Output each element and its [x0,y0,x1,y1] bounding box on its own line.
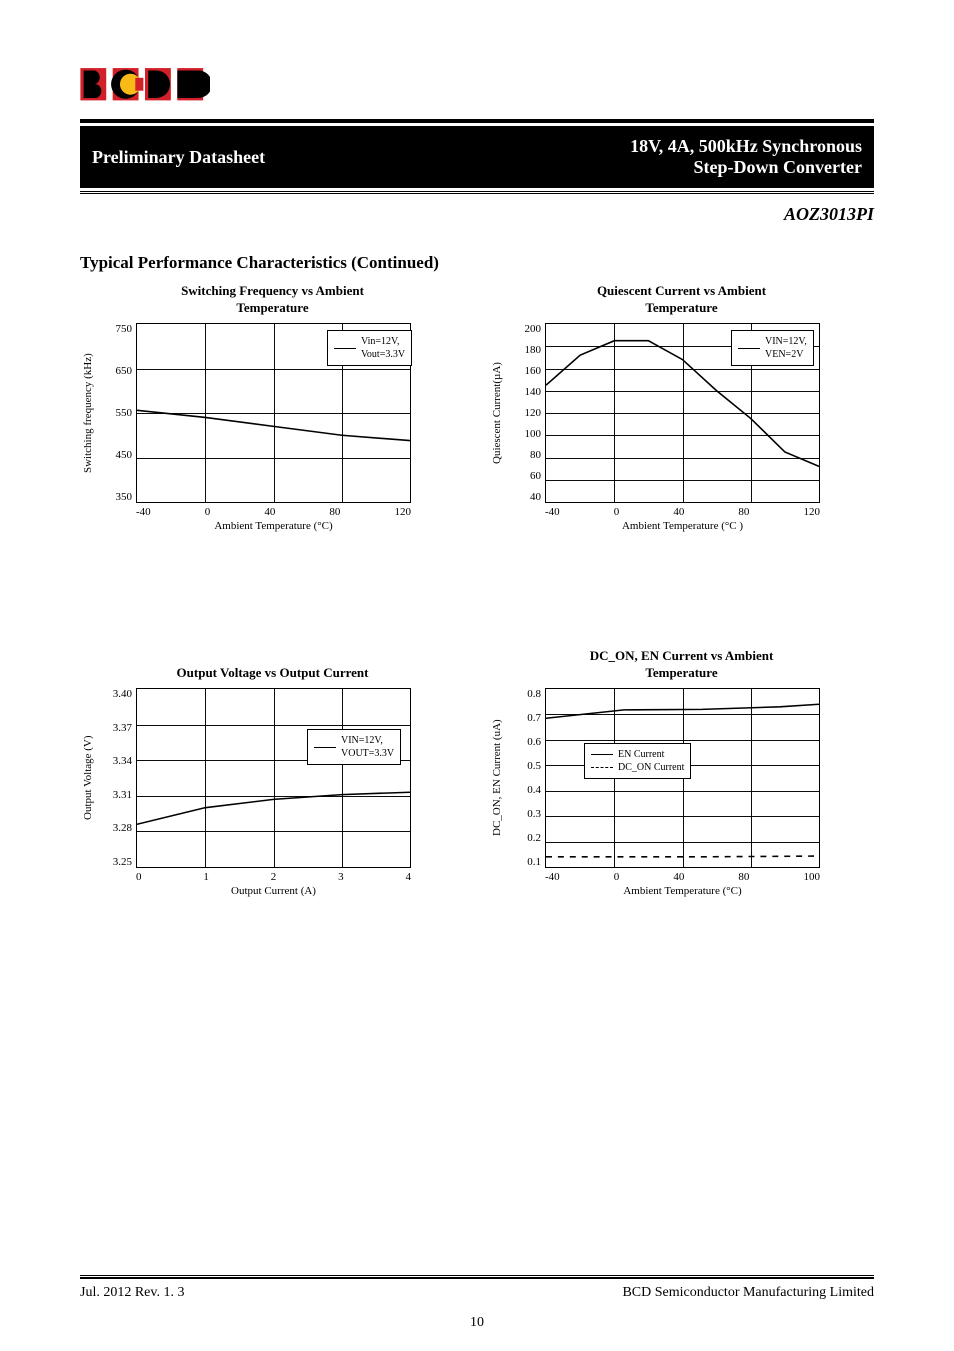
chart-1: Switching Frequency vs AmbientTemperatur… [80,281,465,532]
y-axis-label: DC_ON, EN Current (uA) [489,688,505,868]
chart-legend: EN CurrentDC_ON Current [584,743,691,779]
page-footer: Jul. 2012 Rev. 1. 3 BCD Semiconductor Ma… [80,1275,874,1301]
section-heading: Typical Performance Characteristics (Con… [80,253,874,273]
footer-left: Jul. 2012 Rev. 1. 3 [80,1285,184,1301]
chart-legend: VIN=12V, VEN=2V [731,330,814,366]
page-number: 10 [0,1315,954,1331]
chart-legend: Vin=12V, Vout=3.3V [327,330,412,366]
title-left: Preliminary Datasheet [92,147,265,168]
chart-3: Output Voltage vs Output Current Output V… [80,646,465,897]
x-axis-label: Ambient Temperature (°C) [136,520,411,532]
x-ticks: -4004080100 [545,868,820,883]
footer-right: BCD Semiconductor Manufacturing Limited [622,1285,874,1301]
y-ticks: 0.80.70.60.50.40.30.20.1 [505,688,545,868]
x-ticks: -4004080120 [136,503,411,518]
double-rule [80,191,874,194]
y-axis-label: Output Voltage (V) [80,688,96,868]
part-number: AOZ3013PI [80,204,874,225]
header-rule [80,119,874,123]
chart-2: Quiescent Current vs AmbientTemperature Q… [489,281,874,532]
y-ticks: 3.403.373.343.313.283.25 [96,688,136,868]
x-axis-label: Ambient Temperature (°C ) [545,520,820,532]
title-right: 18V, 4A, 500kHz Synchronous Step-Down Co… [630,136,862,178]
x-ticks: 01234 [136,868,411,883]
y-ticks: 200180160140120100806040 [505,323,545,503]
chart-title: Quiescent Current vs AmbientTemperature [489,281,874,317]
chart-title: Switching Frequency vs AmbientTemperatur… [80,281,465,317]
x-ticks: -4004080120 [545,503,820,518]
chart-title: Output Voltage vs Output Current [80,646,465,682]
plot-area: VIN=12V, VEN=2V [545,323,820,503]
y-axis-label: Quiescent Current(µA) [489,323,505,503]
y-ticks: 750650550450350 [96,323,136,503]
y-axis-label: Switching frequency (kHz) [80,323,96,503]
x-axis-label: Output Current (A) [136,885,411,897]
x-axis-label: Ambient Temperature (°C) [545,885,820,897]
bcd-logo [80,60,210,102]
chart-title: DC_ON, EN Current vs AmbientTemperature [489,646,874,682]
chart-legend: VIN=12V, VOUT=3.3V [307,729,401,765]
plot-area: EN CurrentDC_ON Current [545,688,820,868]
charts-row-1: Switching Frequency vs AmbientTemperatur… [80,281,874,532]
charts-row-2: Output Voltage vs Output Current Output V… [80,646,874,897]
plot-area: VIN=12V, VOUT=3.3V [136,688,411,868]
plot-area: Vin=12V, Vout=3.3V [136,323,411,503]
chart-4: DC_ON, EN Current vs AmbientTemperature D… [489,646,874,897]
title-bar: Preliminary Datasheet 18V, 4A, 500kHz Sy… [80,126,874,188]
